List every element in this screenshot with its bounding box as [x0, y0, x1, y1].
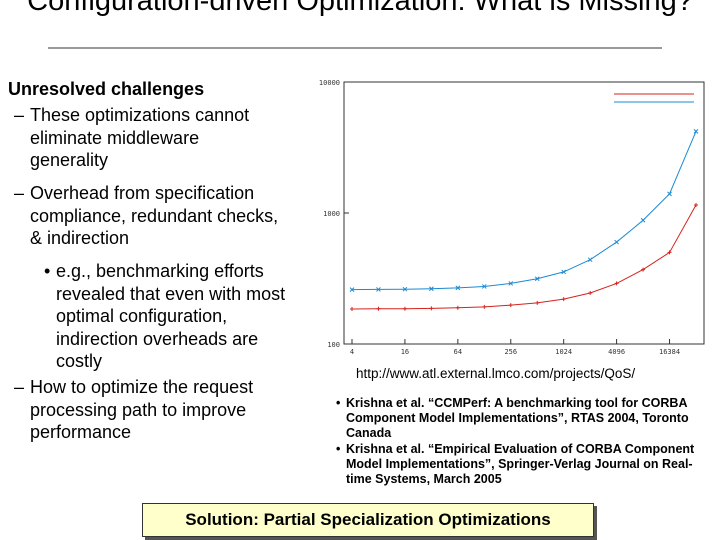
series-1-point	[429, 286, 434, 292]
series-2-point	[376, 306, 381, 311]
series-1-point	[481, 284, 487, 289]
bullet-dot: •	[336, 396, 341, 410]
solution-box: Solution: Partial Specialization Optimiz…	[142, 503, 594, 537]
source-url[interactable]: http://www.atl.external.lmco.com/project…	[356, 366, 636, 381]
point-4: – How to optimize the request processing…	[14, 376, 280, 444]
x-tick-label: 256	[504, 348, 517, 356]
series-2-point	[641, 267, 646, 272]
series-1-point	[402, 286, 408, 292]
series-1-point	[693, 129, 699, 134]
series-1-point	[561, 269, 567, 275]
y-tick-label: 10000	[319, 79, 340, 87]
plot-frame	[343, 81, 705, 345]
latency-chart: 100 1000 10000 4 16 64 256 1024 4096 16384	[319, 79, 705, 356]
reference-1-text: Krishna et al. “CCMPerf: A benchmarking …	[346, 396, 689, 440]
series-1-point	[614, 239, 619, 245]
title-rule	[48, 47, 662, 49]
reference-2: • Krishna et al. “Empirical Evaluation o…	[336, 442, 696, 487]
dash-bullet: –	[14, 105, 25, 125]
series-1-point	[508, 281, 514, 286]
point-2-text: Overhead from specification compliance, …	[30, 183, 279, 249]
bullet-dot: •	[44, 261, 51, 281]
dash-bullet: –	[14, 377, 25, 397]
series-1-point	[376, 287, 381, 292]
series-2-point	[561, 297, 566, 302]
slide-title: Configuration-driven Optimization: What …	[27, 0, 693, 17]
reference-1: • Krishna et al. “CCMPerf: A benchmarkin…	[336, 396, 696, 441]
bullet-dot: •	[336, 442, 341, 456]
series-1-line	[351, 131, 697, 291]
series-2-point	[429, 306, 434, 311]
series-2-point	[350, 307, 354, 312]
reference-2-text: Krishna et al. “Empirical Evaluation of …	[346, 442, 695, 486]
x-tick-label: 1024	[555, 348, 572, 356]
x-tick-label: 4	[350, 348, 354, 356]
point-2: – Overhead from specification compliance…	[14, 182, 280, 250]
dash-bullet: –	[14, 183, 25, 203]
series-2-line	[351, 204, 697, 310]
references: • Krishna et al. “CCMPerf: A benchmarkin…	[336, 396, 696, 487]
series-2-point	[614, 281, 619, 286]
series-2-point	[588, 291, 593, 296]
y-tick-label: 100	[327, 341, 340, 349]
series-2-point	[694, 203, 698, 208]
x-tick-label: 4096	[608, 348, 625, 356]
series-2-point	[402, 306, 407, 311]
chart-legend	[614, 93, 694, 103]
series-1-point	[534, 276, 540, 282]
series-1-point	[349, 287, 355, 292]
x-tick-label: 16384	[659, 348, 680, 356]
point-3-text: e.g., benchmarking efforts revealed that…	[56, 261, 286, 372]
series-2-point	[455, 305, 460, 310]
series-1-point	[587, 257, 593, 263]
series-2-point	[508, 303, 513, 308]
series-1-point	[455, 285, 461, 291]
x-tick-label: 16	[401, 348, 409, 356]
heading: Unresolved challenges	[8, 79, 205, 99]
point-4-text: How to optimize the request processing p…	[30, 377, 254, 443]
point-1: – These optimizations cannot eliminate m…	[14, 104, 280, 172]
series-1-point	[667, 191, 672, 197]
x-tick-label: 64	[454, 348, 462, 356]
point-1-text: These optimizations cannot eliminate mid…	[30, 105, 250, 171]
point-3: • e.g., benchmarking efforts revealed th…	[44, 260, 294, 373]
y-tick-label: 1000	[323, 210, 340, 218]
series-2-point	[482, 304, 487, 309]
series-2-point	[667, 250, 672, 255]
series-1-point	[640, 217, 646, 223]
series-2-point	[535, 300, 540, 305]
